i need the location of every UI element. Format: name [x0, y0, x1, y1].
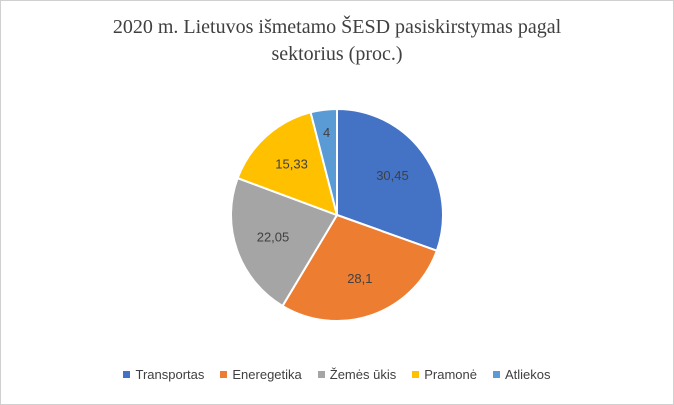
legend-swatch-eneregetika [220, 371, 228, 378]
legend-label-eneregetika: Eneregetika [232, 367, 302, 382]
pie-slice-transportas [336, 107, 444, 253]
legend-item-atliekos: Atliekos [492, 367, 551, 382]
legend-swatch-transportas [123, 371, 131, 378]
legend-item-zemes-ukis: Žemės ūkis [317, 367, 397, 382]
legend-label-pramone: Pramonė [424, 367, 477, 382]
chart-title-line-2: sektorius (proc.) [271, 43, 403, 65]
data-label-transportas: 30,45 [376, 168, 409, 183]
data-label-atliekos: 4 [323, 125, 330, 140]
legend-item-eneregetika: Eneregetika [220, 367, 302, 382]
pie-slice-pramone [236, 111, 339, 217]
data-label-pramone: 15,33 [275, 157, 308, 172]
pie-slice-eneregetika [281, 213, 439, 322]
chart-title: 2020 m. Lietuvos išmetamo ŠESD pasiskirs… [0, 14, 674, 68]
data-label-eneregetika: 28,1 [347, 271, 372, 286]
legend: Transportas Eneregetika Žemės ūkis Pramo… [0, 367, 674, 382]
legend-item-transportas: Transportas [123, 367, 204, 382]
legend-label-transportas: Transportas [135, 367, 205, 382]
pie-slice-zemes-ukis [230, 176, 339, 308]
legend-swatch-atliekos [492, 371, 500, 378]
data-label-zemes-ukis: 22,05 [257, 229, 290, 244]
legend-label-zemes-ukis: Žemės ūkis [329, 367, 397, 382]
legend-item-pramone: Pramonė [412, 367, 477, 382]
legend-label-atliekos: Atliekos [504, 367, 551, 382]
chart-title-line-1: 2020 m. Lietuvos išmetamo ŠESD pasiskirs… [112, 16, 562, 38]
legend-swatch-zemes-ukis [317, 371, 325, 378]
pie-slice-atliekos [309, 107, 338, 216]
legend-swatch-pramone [412, 371, 420, 378]
